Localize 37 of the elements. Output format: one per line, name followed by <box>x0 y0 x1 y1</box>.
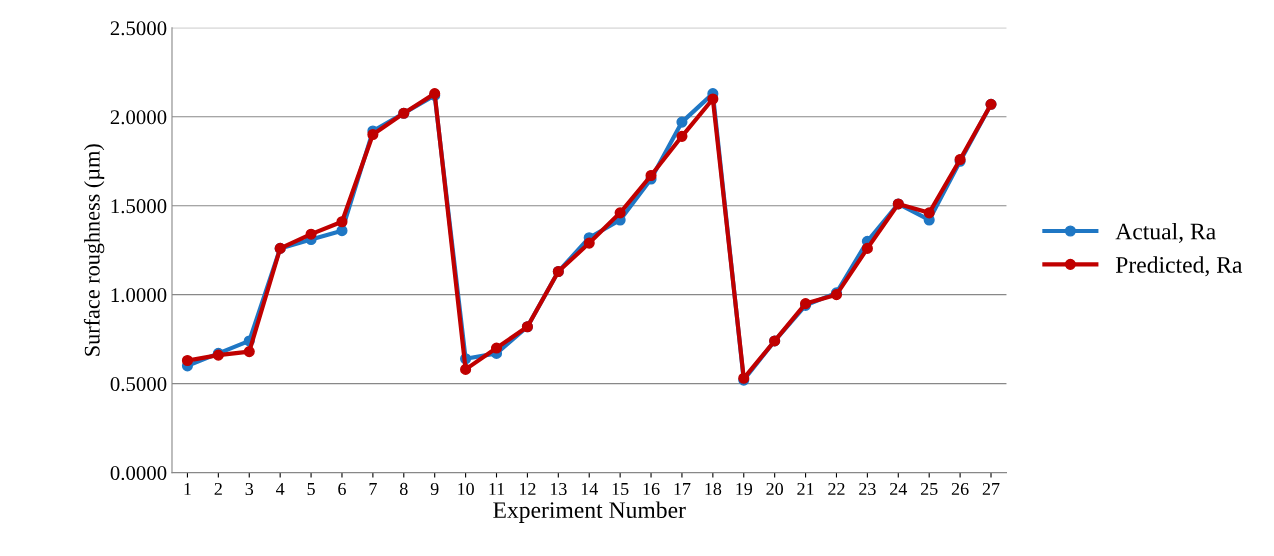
x-tick-label: 17 <box>674 482 691 495</box>
x-tick-label: 18 <box>705 482 722 496</box>
y-tick-label: 1.0000 <box>111 288 167 303</box>
legend-label: Actual, Ra <box>1115 222 1216 243</box>
x-tick-label: 16 <box>643 482 660 496</box>
x-tick-label: 10 <box>458 482 474 496</box>
x-tick-label: 25 <box>920 482 938 496</box>
x-tick-label: 7 <box>369 483 377 495</box>
x-tick-label: 3 <box>245 482 254 496</box>
x-tick-label: 9 <box>430 482 439 496</box>
x-tick-label: 22 <box>828 482 845 495</box>
y-tick-label: 2.0000 <box>110 110 167 125</box>
y-tick-label: 2.5000 <box>110 21 167 36</box>
y-tick-label: 0.5000 <box>110 377 167 392</box>
x-tick-label: 5 <box>307 483 315 496</box>
x-tick-label: 1 <box>184 482 191 495</box>
x-tick-label: 6 <box>338 482 346 496</box>
x-tick-label: 13 <box>550 482 567 496</box>
x-tick-label: 26 <box>951 482 969 496</box>
x-tick-label: 12 <box>519 482 536 495</box>
x-tick-label: 21 <box>797 482 814 495</box>
y-axis-title: Surface roughness (µm) <box>83 144 105 356</box>
x-tick-label: 4 <box>276 482 285 495</box>
x-tick-label: 24 <box>890 482 908 495</box>
y-tick-label: 0.0000 <box>110 465 167 481</box>
x-tick-label: 27 <box>982 482 1000 495</box>
x-axis-title: Experiment Number <box>493 501 686 523</box>
x-tick-label: 15 <box>612 482 629 496</box>
x-tick-label: 14 <box>581 482 598 495</box>
x-tick-label: 2 <box>214 482 222 495</box>
x-tick-label: 8 <box>399 482 408 496</box>
legend-label: Predicted, Ra <box>1115 256 1243 277</box>
x-tick-label: 20 <box>766 482 783 496</box>
x-tick-label: 23 <box>859 482 876 496</box>
x-tick-label: 19 <box>736 482 753 496</box>
x-tick-label: 11 <box>489 482 505 495</box>
y-tick-label: 1.5000 <box>111 199 167 214</box>
